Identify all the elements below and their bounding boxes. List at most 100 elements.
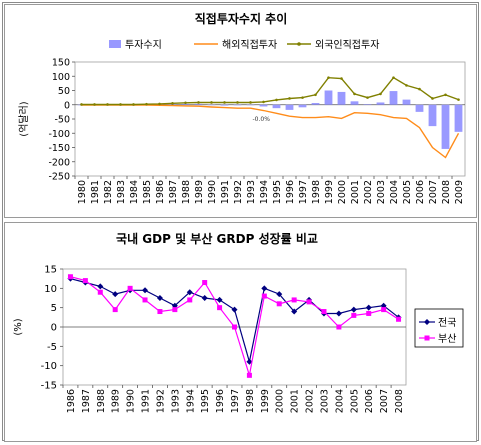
x-tick-label: 1988 <box>96 389 107 413</box>
point-외국인직접투자 <box>132 103 135 106</box>
x-tick-label: 1995 <box>200 389 211 413</box>
bar-투자수지 <box>298 104 307 108</box>
y-tick-label: -200 <box>48 157 70 168</box>
x-tick-label: 1981 <box>90 180 101 204</box>
point-외국인직접투자 <box>392 76 395 79</box>
x-tick-label: 2001 <box>350 180 361 204</box>
point-외국인직접투자 <box>418 87 421 91</box>
point-부산 <box>321 309 327 315</box>
x-tick-label: 1999 <box>260 389 271 413</box>
point-부산 <box>306 299 312 305</box>
x-tick-label: 1987 <box>81 389 92 413</box>
point-외국인직접투자 <box>171 102 174 105</box>
point-전국 <box>171 302 178 309</box>
point-부산 <box>82 278 88 284</box>
x-tick-label: 2004 <box>389 180 400 204</box>
x-tick-label: 1980 <box>77 180 88 204</box>
x-tick-label: 1990 <box>207 180 218 204</box>
point-전국 <box>365 304 372 311</box>
legend-label-0: 전국 <box>438 317 456 329</box>
y-tick-label: -100 <box>48 129 70 140</box>
point-외국인직접투자 <box>301 96 304 99</box>
fdi-chart-panel: 직접투자수지 추이 투자수지 해외직접투자 외국인직접투자 150 100 50 0 -50 -1… <box>4 4 477 218</box>
line-전국 <box>70 278 399 362</box>
point-외국인직접투자 <box>405 84 408 87</box>
x-tick-label: 1997 <box>230 389 241 413</box>
chart-annotation: -0.0% <box>253 116 271 123</box>
bar-투자수지 <box>389 91 398 105</box>
x-tick-label: 2005 <box>349 389 360 413</box>
point-외국인직접투자 <box>236 101 239 104</box>
point-외국인직접투자 <box>379 92 382 96</box>
gdp-chart-panel: 국내 GDP 및 부산 GRDP 성장률 비교 15 10 5 0 -5 -10 -15 (%)… <box>4 222 477 442</box>
point-전국 <box>97 283 104 290</box>
point-전국 <box>276 291 283 298</box>
x-tick-label: 1983 <box>116 180 127 204</box>
y-tick-label: 100 <box>52 72 70 83</box>
bar-투자수지 <box>350 101 359 105</box>
x-tick-label: 2006 <box>415 180 426 204</box>
point-외국인직접투자 <box>431 97 434 100</box>
x-tick-label: 1994 <box>259 180 270 204</box>
point-부산 <box>291 297 297 303</box>
legend-marker-1 <box>424 335 430 341</box>
x-tick-label: 2002 <box>305 389 316 413</box>
point-부산 <box>127 285 133 291</box>
chart-title: 국내 GDP 및 부산 GRDP 성장률 비교 <box>116 231 318 246</box>
bar-투자수지 <box>259 104 268 107</box>
bar-투자수지 <box>376 102 385 105</box>
x-tick-label: 1984 <box>129 180 140 204</box>
point-부산 <box>381 307 387 313</box>
x-tick-label: 1999 <box>324 180 335 204</box>
bar-투자수지 <box>285 104 294 110</box>
point-부산 <box>142 297 148 303</box>
point-부산 <box>276 301 282 307</box>
legend-box <box>414 308 464 348</box>
y-tick-label: 150 <box>52 58 70 69</box>
legend-label-1: 부산 <box>438 333 456 345</box>
x-tick-label: 1988 <box>181 180 192 204</box>
point-전국 <box>156 295 163 301</box>
point-외국인직접투자 <box>340 77 343 80</box>
x-tick-label: 1993 <box>246 180 257 204</box>
y-tick-label: -250 <box>48 172 70 183</box>
legend-marker-2 <box>297 42 301 46</box>
point-부산 <box>202 280 208 286</box>
point-외국인직접투자 <box>366 96 369 99</box>
x-tick-label: 2003 <box>319 389 330 413</box>
y-tick-label: 10 <box>44 284 57 295</box>
x-tick-label: 1991 <box>141 389 152 413</box>
point-전국 <box>291 308 298 315</box>
x-tick-label: 2008 <box>394 389 405 413</box>
x-tick-label: 2002 <box>363 180 374 204</box>
x-tick-label: 1997 <box>298 180 309 204</box>
x-tick-label: 1994 <box>185 389 196 413</box>
legend-label-1: 해외직접투자 <box>222 38 277 51</box>
point-외국인직접투자 <box>327 76 330 79</box>
point-전국 <box>246 358 253 365</box>
x-tick-label: 1992 <box>155 389 166 413</box>
point-부산 <box>217 305 223 311</box>
x-tick-label: 1989 <box>194 180 205 204</box>
bar-투자수지 <box>415 104 424 112</box>
x-tick-label: 2003 <box>376 180 387 204</box>
point-부산 <box>366 310 372 316</box>
x-tick-label: 1990 <box>126 389 137 413</box>
y-axis-label: (%) <box>13 318 24 335</box>
point-전국 <box>335 310 342 317</box>
x-tick-label: 1993 <box>170 389 181 413</box>
x-tick-label: 2004 <box>334 389 345 413</box>
y-tick-label: -150 <box>48 143 70 154</box>
x-tick-label: 1986 <box>66 389 77 413</box>
legend-label-2: 외국인직접투자 <box>315 39 379 51</box>
bar-투자수지 <box>428 104 437 127</box>
point-외국인직접투자 <box>457 98 460 101</box>
point-전국 <box>186 289 193 296</box>
y-tick-label: 0 <box>51 323 57 334</box>
bar-투자수지 <box>363 104 372 105</box>
point-외국인직접투자 <box>249 101 252 104</box>
line-해외직접투자 <box>81 104 460 159</box>
point-부산 <box>351 312 357 318</box>
point-전국 <box>112 291 119 298</box>
